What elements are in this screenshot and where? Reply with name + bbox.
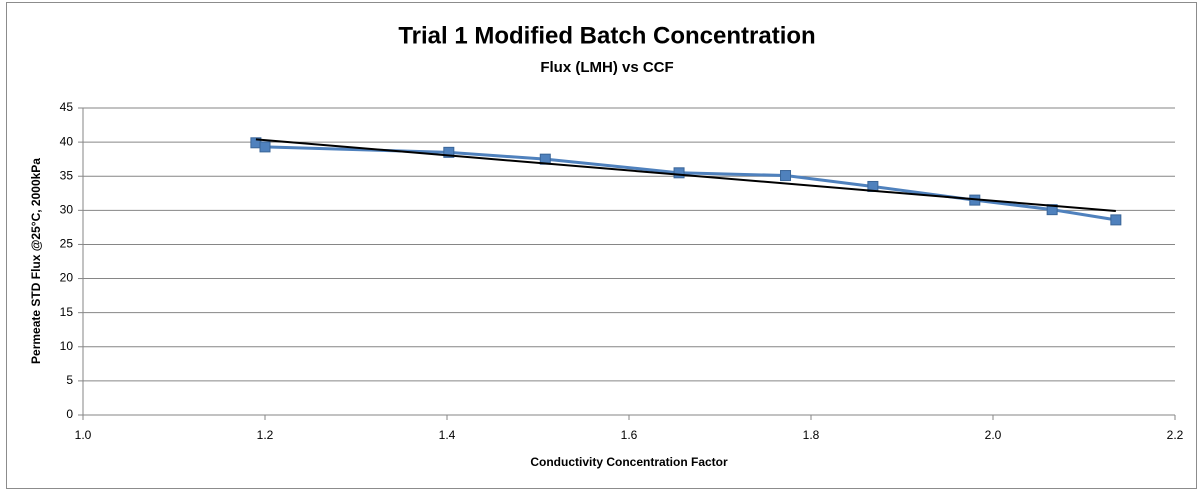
x-tick-label: 2.2 <box>1167 428 1184 442</box>
marker <box>780 170 792 182</box>
y-tick-label: 0 <box>66 407 73 421</box>
y-tick-label: 35 <box>60 168 74 182</box>
marker <box>443 146 455 158</box>
x-tick-label: 1.8 <box>803 428 820 442</box>
marker <box>1110 214 1122 226</box>
x-axis-label: Conductivity Concentration Factor <box>530 455 728 469</box>
chart-subtitle: Flux (LMH) vs CCF <box>540 59 673 76</box>
marker <box>673 167 685 179</box>
x-tick-label: 1.4 <box>439 428 456 442</box>
y-tick-label: 40 <box>60 134 74 148</box>
marker <box>259 141 271 153</box>
y-tick-label: 5 <box>66 373 73 387</box>
x-tick-label: 1.0 <box>75 428 92 442</box>
chart-border <box>6 2 1197 489</box>
x-tick-label: 2.0 <box>985 428 1002 442</box>
y-tick-label: 25 <box>60 237 74 251</box>
trendline <box>255 138 1116 213</box>
y-tick-label: 30 <box>60 203 74 217</box>
y-tick-label: 20 <box>60 271 74 285</box>
marker <box>1046 204 1058 216</box>
y-tick-label: 45 <box>60 100 74 114</box>
x-tick-label: 1.2 <box>257 428 274 442</box>
y-axis-label: Permeate STD Flux @25°C, 2000kPa <box>29 158 43 364</box>
y-tick-label: 15 <box>60 305 74 319</box>
series-line <box>255 141 1117 222</box>
x-tick-label: 1.6 <box>621 428 638 442</box>
y-tick-label: 10 <box>60 339 74 353</box>
chart-title: Trial 1 Modified Batch Concentration <box>398 22 815 49</box>
